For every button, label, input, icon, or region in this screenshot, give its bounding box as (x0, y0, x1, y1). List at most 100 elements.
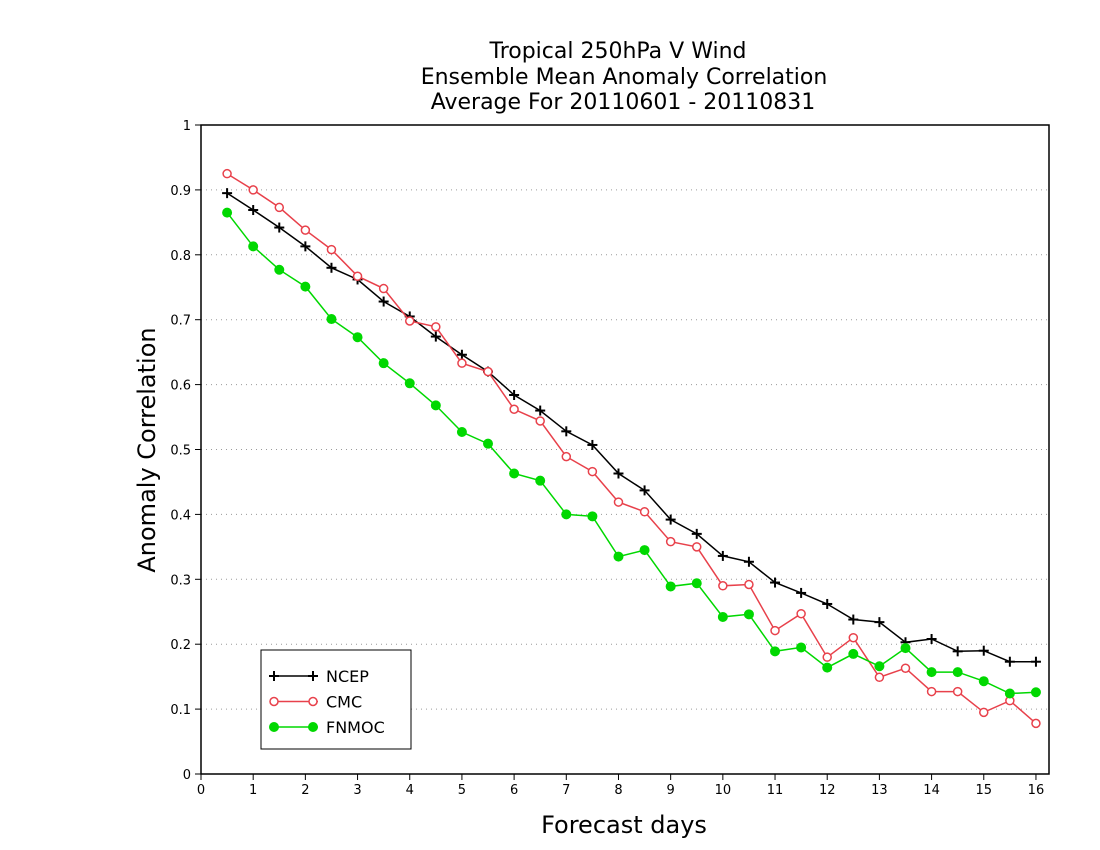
data-point-cmc (248, 185, 258, 195)
data-point-cmc (535, 416, 545, 426)
data-point-cmc (1031, 718, 1041, 729)
data-point-fnmoc (300, 281, 311, 292)
data-point-fnmoc (456, 426, 467, 437)
data-point-cmc (744, 579, 754, 590)
data-point-cmc (274, 202, 285, 213)
data-point-fnmoc (952, 667, 963, 678)
data-point-cmc (952, 686, 963, 697)
data-point-ncep (717, 550, 728, 561)
x-tick-label: 6 (510, 783, 518, 798)
data-point-ncep (1030, 656, 1041, 667)
data-point-fnmoc (404, 378, 415, 389)
data-point-ncep (874, 617, 885, 628)
data-point-ncep (509, 389, 520, 400)
data-point-ncep (587, 439, 598, 450)
legend-marker-cmc (269, 696, 279, 707)
title-line-1: Tropical 250hPa V Wind (488, 39, 746, 64)
data-point-fnmoc (665, 581, 676, 592)
data-point-fnmoc (326, 314, 337, 325)
data-point-cmc (848, 632, 859, 643)
data-point-fnmoc (274, 264, 285, 275)
data-point-fnmoc (691, 578, 702, 589)
x-tick-label: 12 (819, 783, 836, 798)
y-tick-label: 0.9 (170, 184, 191, 199)
data-point-ncep (639, 485, 650, 496)
x-tick-label: 3 (353, 783, 361, 798)
data-point-fnmoc (900, 643, 911, 654)
legend: NCEP CMC FNMOC (260, 649, 412, 750)
data-point-ncep (1004, 656, 1015, 667)
x-tick-label: 1 (249, 783, 257, 798)
data-point-cmc (665, 536, 676, 547)
data-point-fnmoc (430, 400, 441, 411)
data-point-ncep (691, 528, 702, 539)
series-line-ncep (226, 192, 1036, 663)
data-point-fnmoc (378, 358, 389, 369)
data-point-cmc (352, 271, 363, 281)
data-point-cmc (431, 322, 441, 332)
series-layer (222, 168, 1041, 729)
data-point-cmc (900, 663, 911, 673)
data-point-fnmoc (822, 662, 833, 673)
x-tick-label: 10 (715, 783, 732, 798)
y-tick-label: 0.7 (170, 314, 191, 329)
data-point-cmc (404, 316, 415, 326)
data-point-fnmoc (1030, 687, 1041, 698)
axis-ticks: 00.10.20.30.40.50.60.70.80.910 1 2 3 4 5 6 7 8 9 1… (170, 119, 1044, 798)
data-point-fnmoc (743, 609, 754, 620)
x-tick-label: 14 (923, 783, 940, 798)
data-point-ncep (613, 468, 624, 479)
data-point-fnmoc (639, 545, 650, 556)
data-point-fnmoc (561, 509, 572, 520)
x-tick-label: 8 (614, 783, 622, 798)
data-point-fnmoc (717, 611, 728, 622)
title-line-2: Ensemble Mean Anomaly Correlation (421, 65, 828, 90)
data-point-ncep (274, 222, 285, 233)
legend-marker-fnmoc (308, 722, 318, 732)
chart-title: Tropical 250hPa V Wind Ensemble Mean Ano… (421, 39, 828, 115)
x-tick-label: 15 (975, 783, 992, 798)
data-point-cmc (509, 404, 519, 415)
data-point-fnmoc (770, 646, 781, 657)
legend-marker-ncep (269, 671, 279, 681)
x-tick-label: 2 (301, 783, 309, 798)
data-point-ncep (561, 426, 572, 437)
data-point-cmc (639, 507, 650, 517)
x-tick-label: 7 (562, 783, 570, 798)
y-tick-label: 0.2 (170, 638, 191, 653)
data-point-fnmoc (535, 475, 546, 486)
data-point-fnmoc (848, 648, 859, 659)
legend-box (260, 649, 412, 750)
y-tick-label: 0.6 (170, 379, 191, 394)
x-tick-label: 11 (767, 783, 784, 798)
title-line-3: Average For 20110601 - 20110831 (431, 90, 816, 115)
data-point-fnmoc (926, 667, 937, 678)
data-point-ncep (796, 587, 807, 598)
data-point-cmc (587, 466, 598, 477)
series-fnmoc (222, 207, 1041, 699)
data-point-fnmoc (509, 468, 520, 479)
series-cmc (222, 168, 1041, 729)
data-point-cmc (874, 672, 885, 683)
legend-label-ncep: NCEP (326, 667, 369, 686)
data-point-cmc (796, 608, 806, 619)
data-point-cmc (692, 542, 702, 552)
data-point-ncep (248, 205, 259, 216)
data-point-ncep (300, 241, 311, 252)
data-point-ncep (978, 645, 989, 656)
data-point-fnmoc (874, 661, 885, 672)
data-point-cmc (822, 652, 832, 662)
y-tick-label: 1 (183, 119, 191, 134)
data-point-cmc (613, 497, 624, 507)
data-point-ncep (456, 349, 467, 360)
series-line-fnmoc (226, 212, 1037, 695)
legend-marker-cmc (308, 696, 318, 707)
y-tick-label: 0.8 (170, 249, 191, 264)
data-point-fnmoc (978, 676, 989, 687)
y-axis-title: Anomaly Correlation (133, 327, 161, 572)
data-point-ncep (326, 262, 337, 273)
data-point-ncep (430, 331, 441, 342)
data-point-fnmoc (248, 241, 259, 252)
data-point-cmc (979, 707, 989, 718)
